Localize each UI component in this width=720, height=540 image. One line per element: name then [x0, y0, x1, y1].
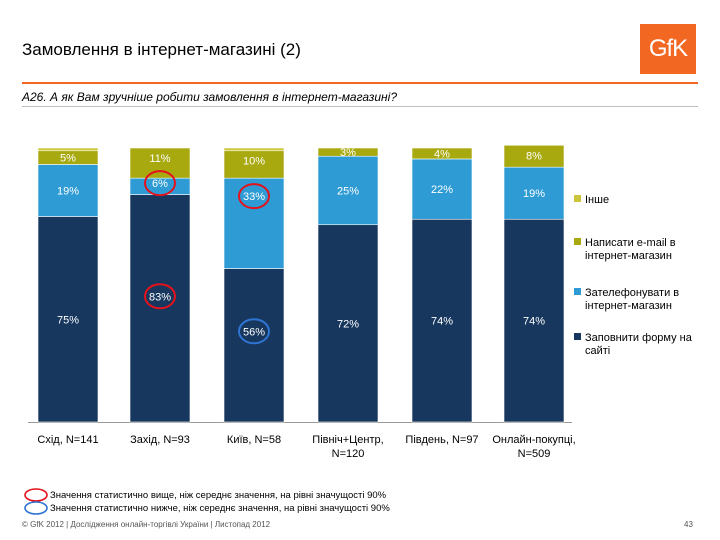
bar-segment [411, 158, 473, 220]
data-label: 4% [434, 148, 450, 160]
legend-label: Інше [585, 194, 609, 206]
legend-swatch [574, 195, 581, 202]
category-label: Північ+Центр, N=120 [312, 434, 383, 460]
note-lower-marker [24, 501, 48, 515]
bar-segment [503, 144, 565, 168]
data-label: 5% [60, 153, 76, 165]
bar-segment [223, 268, 285, 423]
legend-swatch [574, 238, 581, 245]
category-label: Захід, N=93 [130, 434, 190, 446]
data-label: 56% [243, 326, 265, 338]
note-higher: Значення статистично вище, ніж середнє з… [50, 490, 387, 501]
significance-higher-marker [144, 170, 176, 197]
bar-segment [37, 216, 99, 423]
bar-segment [129, 147, 191, 179]
bar-segment [503, 218, 565, 423]
significance-lower-marker [238, 318, 270, 345]
page-title: Замовлення в інтернет-магазині (2) [22, 40, 301, 59]
bar-segment [317, 147, 379, 157]
bar-segment [223, 150, 285, 179]
data-label: 83% [149, 291, 171, 303]
bar-segment [223, 147, 285, 152]
significance-higher-marker [144, 283, 176, 310]
bar-segment [223, 177, 285, 269]
bar-segment [317, 155, 379, 226]
legend-swatch [574, 333, 581, 340]
data-label: 74% [523, 316, 545, 328]
data-label: 3% [340, 147, 356, 159]
legend-label: Зателефонувати в інтернет-магазин [585, 287, 679, 312]
bar-segment [411, 218, 473, 423]
data-label: 8% [526, 150, 542, 162]
footer-text: © GfK 2012 | Дослідження онлайн-торгівлі… [22, 520, 271, 529]
data-label: 74% [431, 316, 453, 328]
data-label: 6% [152, 178, 168, 190]
bar-segment [37, 164, 99, 217]
data-label: 19% [57, 185, 79, 197]
data-label: 25% [337, 185, 359, 197]
bar-segment [411, 147, 473, 160]
page-number: 43 [684, 520, 693, 529]
legend-label: Написати e-mail в інтернет-магазин [585, 237, 676, 262]
category-label: Онлайн-покупці, N=509 [492, 434, 575, 460]
legend-label: Заповнити форму на сайті [585, 332, 693, 357]
bar-segment [37, 147, 99, 152]
survey-question: A26. А як Вам зручніше робити замовлення… [22, 90, 397, 104]
data-label: 33% [243, 191, 265, 203]
data-label: 11% [149, 153, 170, 165]
legend-swatch [574, 288, 581, 295]
question-divider [22, 106, 698, 107]
title-divider [22, 82, 698, 84]
category-label: Схід, N=141 [37, 434, 98, 446]
category-label: Південь, N=97 [405, 434, 478, 446]
note-higher-marker [24, 488, 48, 502]
gfk-logo: GfK [640, 24, 696, 74]
data-label: 19% [523, 188, 545, 200]
data-label: 75% [57, 314, 79, 326]
bar-segment [503, 166, 565, 220]
significance-higher-marker [238, 183, 270, 210]
data-label: 72% [337, 318, 359, 330]
data-label: 22% [431, 184, 453, 196]
note-lower: Значення статистично нижче, ніж середнє … [50, 503, 390, 514]
category-label: Київ, N=58 [227, 434, 281, 446]
data-label: 10% [243, 156, 265, 168]
